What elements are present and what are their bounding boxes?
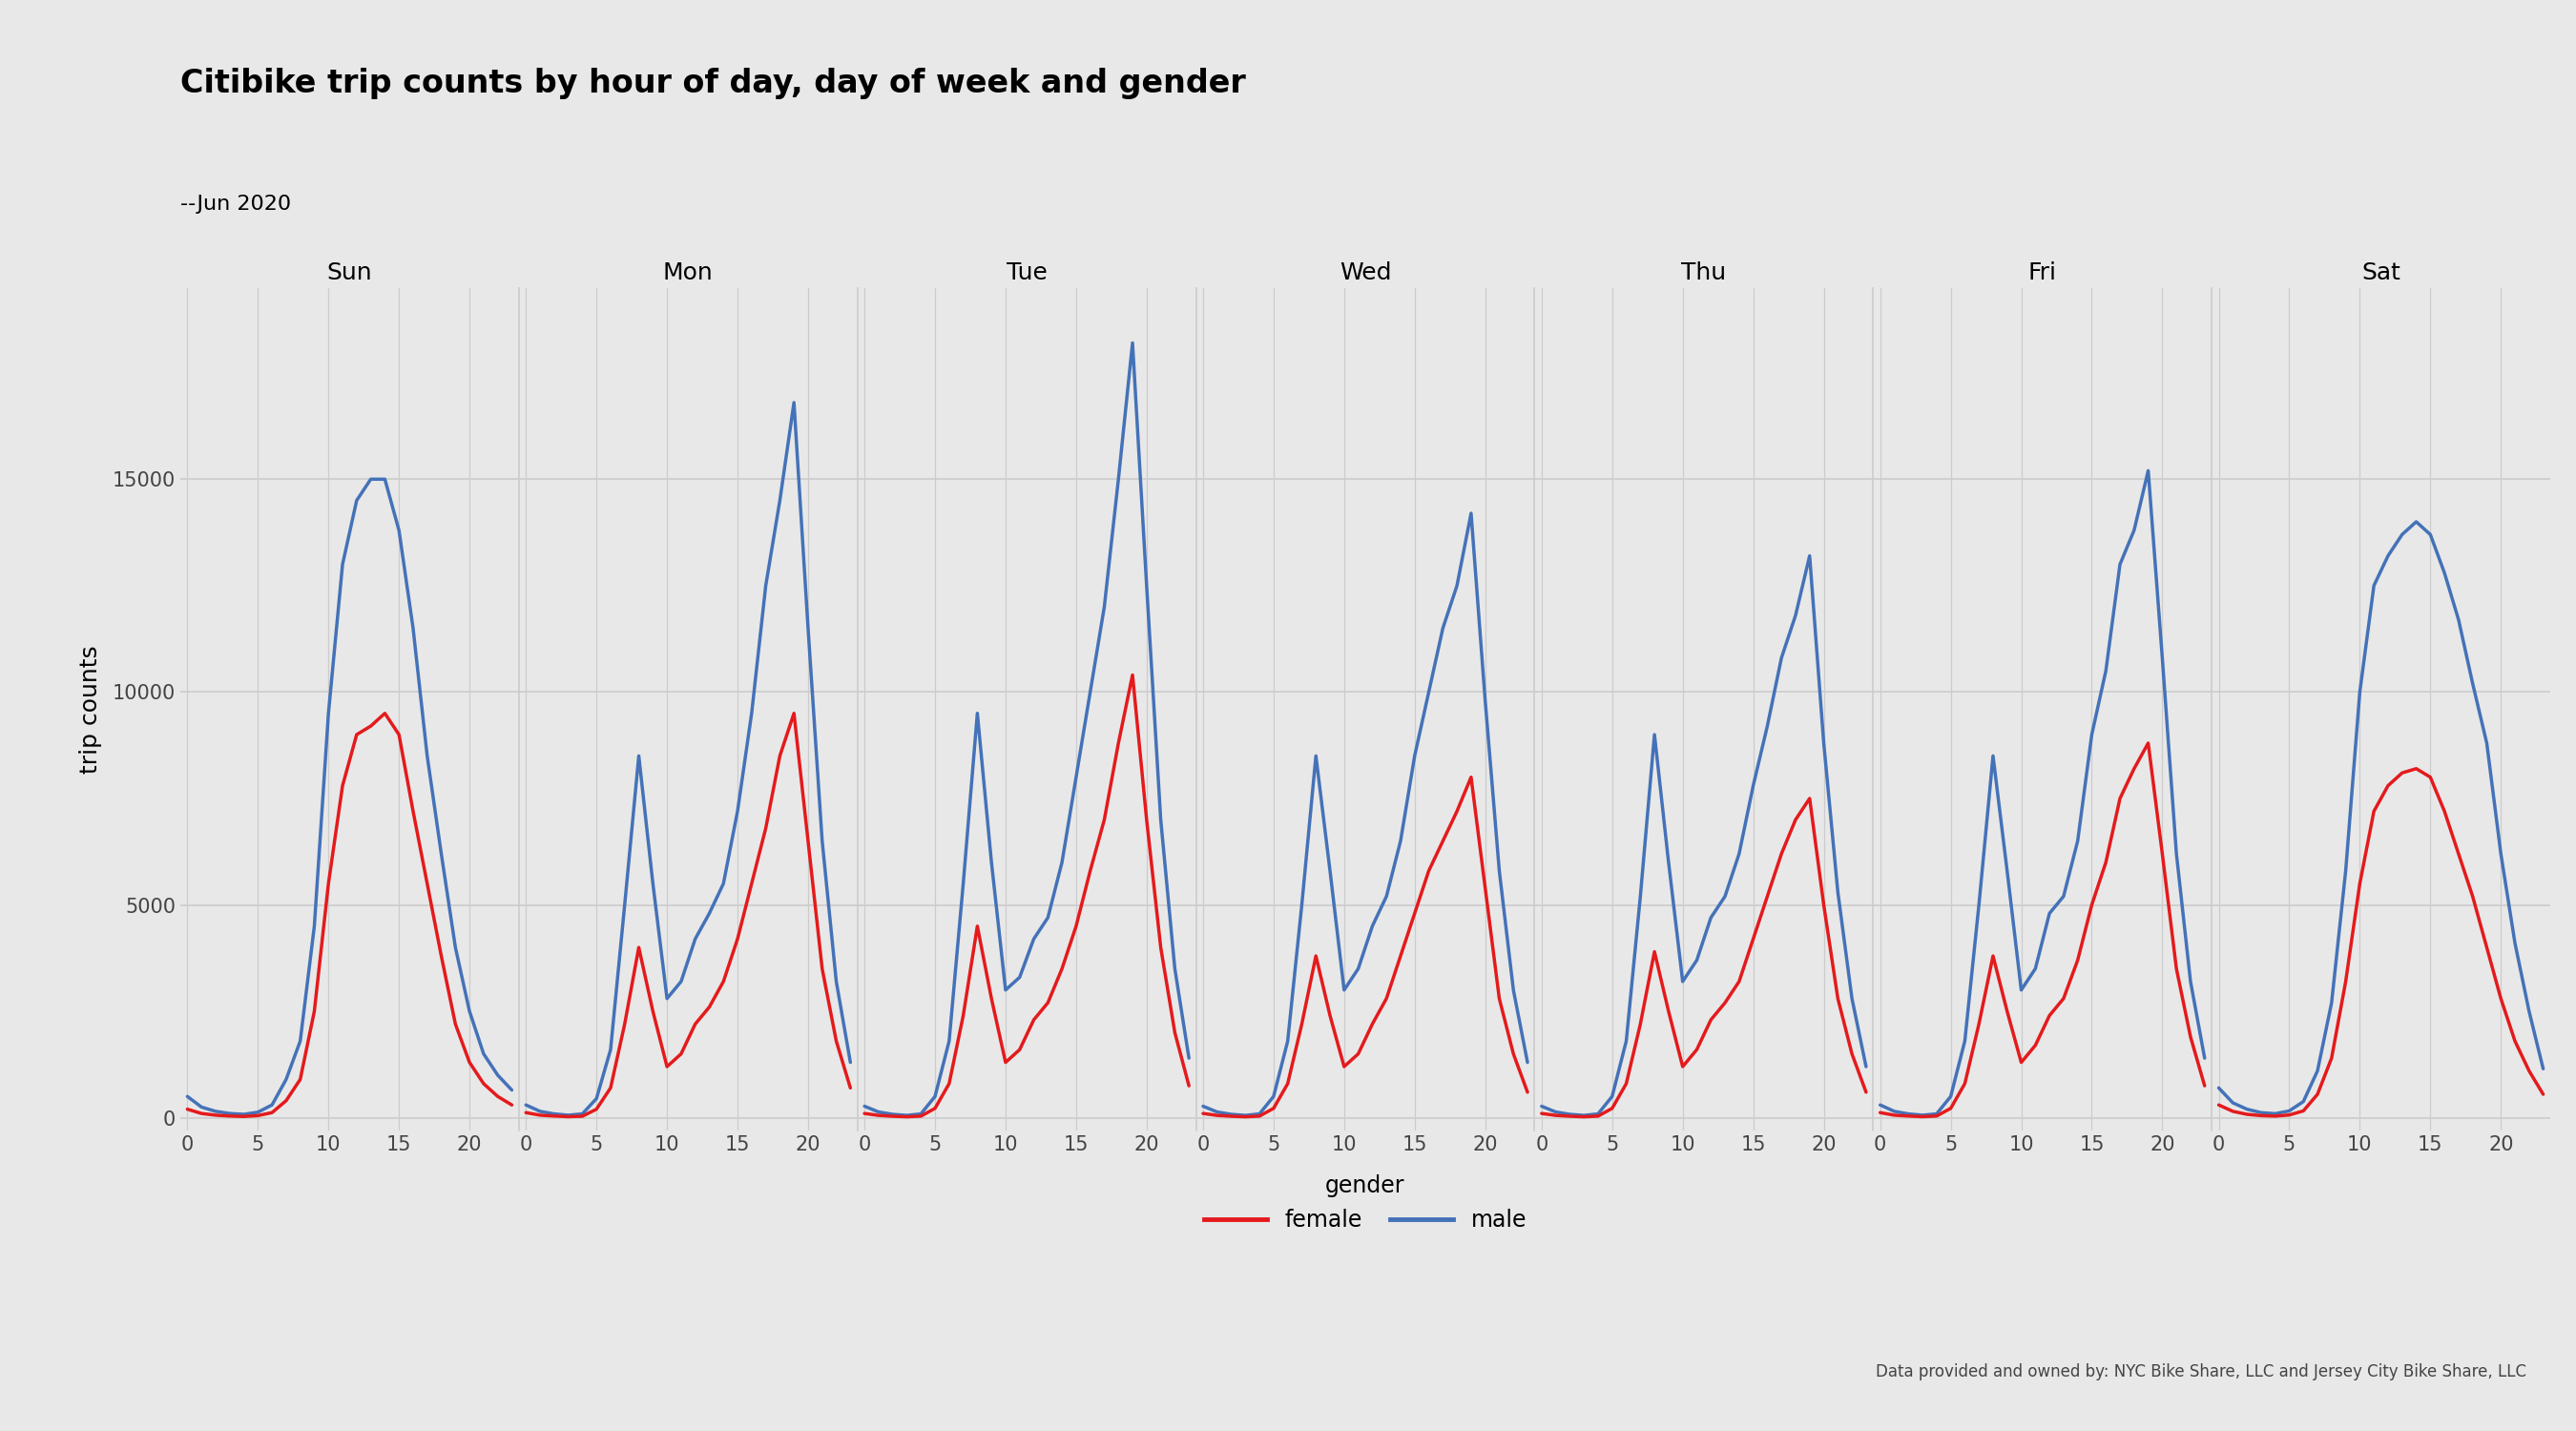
Y-axis label: trip counts: trip counts (80, 645, 103, 773)
Text: Citibike trip counts by hour of day, day of week and gender: Citibike trip counts by hour of day, day… (180, 67, 1247, 99)
Legend: female, male: female, male (1203, 1175, 1528, 1232)
Title: Sat: Sat (2362, 262, 2401, 285)
Title: Tue: Tue (1007, 262, 1048, 285)
Title: Mon: Mon (662, 262, 714, 285)
Text: Data provided and owned by: NYC Bike Share, LLC and Jersey City Bike Share, LLC: Data provided and owned by: NYC Bike Sha… (1875, 1364, 2527, 1381)
Text: --Jun 2020: --Jun 2020 (180, 195, 291, 213)
Title: Wed: Wed (1340, 262, 1391, 285)
Title: Fri: Fri (2027, 262, 2056, 285)
Title: Sun: Sun (327, 262, 374, 285)
Title: Thu: Thu (1682, 262, 1726, 285)
